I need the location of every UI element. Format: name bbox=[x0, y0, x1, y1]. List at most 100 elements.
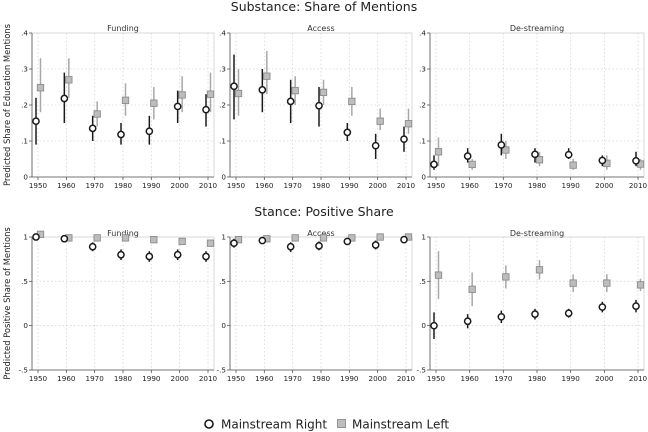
x-tick-label: 2000 bbox=[369, 374, 388, 383]
point-left bbox=[319, 234, 328, 242]
point-left bbox=[121, 234, 130, 242]
point-left bbox=[206, 90, 215, 98]
point-left bbox=[178, 237, 186, 246]
point-right bbox=[173, 250, 182, 259]
point-left bbox=[535, 156, 544, 164]
point-right bbox=[32, 117, 40, 126]
x-tick-label: 1960 bbox=[255, 374, 274, 383]
x-tick-label: 1950 bbox=[29, 181, 48, 190]
legend-label-right: Mainstream Right bbox=[221, 418, 327, 432]
x-tick-label: 1970 bbox=[86, 181, 105, 190]
panel-substance-de-streaming: 0 .1 .2 .3 .4 1950 1960 1970 1980 1990 2000 2010 De-… bbox=[419, 24, 647, 190]
point-right bbox=[60, 94, 69, 103]
point-right bbox=[32, 233, 40, 241]
x-tick-label: 1950 bbox=[427, 181, 446, 190]
point-right bbox=[531, 150, 539, 159]
point-right bbox=[230, 239, 238, 248]
point-right bbox=[286, 97, 295, 106]
x-tick-label: 2010 bbox=[397, 374, 416, 383]
x-tick-label: 1980 bbox=[114, 374, 133, 383]
point-right bbox=[258, 86, 267, 94]
point-left bbox=[263, 72, 271, 80]
y-tick-label: .4 bbox=[219, 29, 226, 38]
point-right bbox=[173, 102, 182, 111]
point-right bbox=[117, 130, 125, 139]
x-tick-label: 2000 bbox=[171, 181, 190, 190]
y-tick-label: -.5 bbox=[19, 366, 28, 375]
x-tick-label: 1950 bbox=[227, 374, 246, 383]
point-right bbox=[430, 160, 438, 169]
x-tick-label: 1980 bbox=[528, 181, 547, 190]
x-tick-label: 1960 bbox=[461, 374, 480, 383]
point-right bbox=[598, 156, 607, 165]
legend: Mainstream Right Mainstream Left bbox=[204, 418, 449, 432]
point-left bbox=[376, 233, 384, 241]
point-right bbox=[343, 237, 352, 246]
legend-marker-left bbox=[337, 419, 346, 428]
x-tick-label: 2000 bbox=[369, 181, 388, 190]
x-tick-label: 2000 bbox=[171, 374, 190, 383]
y-axis-label: Predicted Share of Education Mentions bbox=[2, 24, 12, 186]
point-right bbox=[531, 310, 539, 318]
x-tick-label: 1970 bbox=[284, 181, 303, 190]
x-tick-label: 1960 bbox=[461, 181, 480, 190]
point-left bbox=[468, 285, 476, 293]
point-right bbox=[632, 156, 640, 165]
point-left bbox=[65, 76, 73, 84]
x-tick-label: 1960 bbox=[57, 374, 76, 383]
point-right bbox=[371, 141, 380, 150]
point-left bbox=[569, 161, 577, 169]
y-tick-label: 0 bbox=[221, 321, 226, 330]
point-left bbox=[502, 273, 510, 281]
point-left bbox=[569, 279, 577, 287]
panel-substance-funding: 0 .1 .2 .3 .4 1950 1960 1970 1980 1990 2000 2010 Fun… bbox=[2, 24, 218, 190]
point-left bbox=[603, 279, 611, 287]
point-left bbox=[291, 234, 299, 242]
y-tick-label: .5 bbox=[219, 277, 226, 286]
section-title-substance: Substance: Share of Mentions bbox=[231, 0, 417, 14]
y-tick-label: .1 bbox=[21, 137, 28, 146]
x-tick-label: 2000 bbox=[595, 374, 614, 383]
y-tick-label: .5 bbox=[419, 277, 426, 286]
panel-title: Access bbox=[307, 24, 334, 33]
point-right bbox=[463, 317, 472, 326]
point-right bbox=[564, 150, 573, 159]
y-tick-label: .2 bbox=[219, 101, 226, 110]
x-tick-label: 2010 bbox=[629, 374, 648, 383]
x-tick-label: 1990 bbox=[142, 374, 161, 383]
x-tick-label: 2010 bbox=[199, 181, 218, 190]
panel-stance-access: -.5 0 .5 1 1950 1960 1970 1980 1990 2000 2010 Acces… bbox=[217, 229, 416, 383]
x-tick-label: 2010 bbox=[199, 374, 218, 383]
point-right bbox=[88, 124, 97, 133]
point-right bbox=[145, 127, 154, 136]
x-tick-label: 1990 bbox=[562, 374, 581, 383]
y-tick-label: -.5 bbox=[217, 366, 226, 375]
point-left bbox=[93, 110, 101, 118]
point-right bbox=[371, 241, 380, 249]
y-tick-label: 0 bbox=[421, 321, 426, 330]
y-tick-label: 0 bbox=[23, 173, 28, 182]
point-left bbox=[206, 239, 215, 247]
y-tick-label: .5 bbox=[21, 277, 28, 286]
point-right bbox=[598, 303, 607, 311]
panel-title: Access bbox=[307, 229, 334, 238]
y-axis-label: Predicted Positive Share of Mentions bbox=[2, 227, 12, 380]
point-left bbox=[319, 88, 328, 97]
point-left bbox=[348, 97, 356, 106]
point-left bbox=[291, 86, 299, 95]
x-tick-label: 1960 bbox=[57, 181, 76, 190]
x-tick-label: 1970 bbox=[494, 181, 513, 190]
point-left bbox=[121, 96, 130, 104]
x-tick-label: 1980 bbox=[114, 181, 133, 190]
x-tick-label: 1950 bbox=[29, 374, 48, 383]
point-left bbox=[636, 281, 645, 289]
x-tick-label: 1960 bbox=[255, 181, 274, 190]
y-tick-label: 0 bbox=[221, 173, 226, 182]
point-left bbox=[434, 148, 443, 156]
point-left bbox=[535, 266, 544, 274]
y-tick-label: .4 bbox=[21, 29, 28, 38]
legend-label-left: Mainstream Left bbox=[352, 418, 449, 432]
point-right bbox=[315, 101, 323, 110]
point-left bbox=[502, 146, 510, 154]
